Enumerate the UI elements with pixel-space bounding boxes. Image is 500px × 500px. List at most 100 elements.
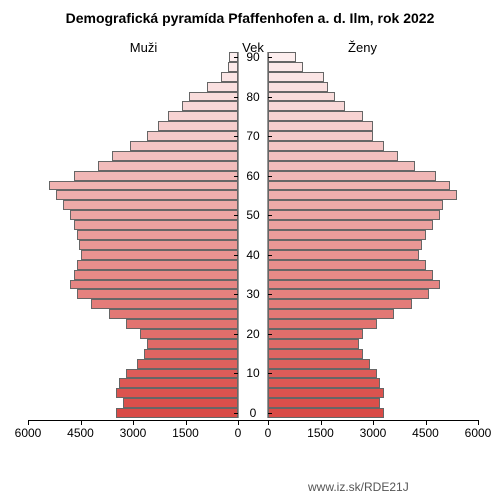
bar-women	[268, 240, 422, 250]
bar-women	[268, 52, 296, 62]
y-tick-label: 0	[250, 406, 257, 420]
x-tick-label: 4500	[412, 426, 439, 440]
x-tick-label: 0	[235, 426, 242, 440]
bar-men	[63, 200, 238, 210]
pyramid-chart: 0102030405060708090015003000450060000150…	[28, 52, 478, 442]
y-tick	[268, 334, 272, 335]
bar-men	[123, 398, 239, 408]
bar-women	[268, 190, 457, 200]
bar-women	[268, 101, 345, 111]
x-tick-label: 3000	[360, 426, 387, 440]
bar-women	[268, 220, 433, 230]
y-tick	[268, 136, 272, 137]
chart-container: Demografická pyramída Pfaffenhofen a. d.…	[0, 0, 500, 500]
bar-men	[109, 309, 239, 319]
bar-women	[268, 141, 384, 151]
bar-men	[79, 240, 238, 250]
bar-women	[268, 260, 426, 270]
bar-women	[268, 388, 384, 398]
y-tick-label: 40	[246, 248, 259, 262]
bar-women	[268, 280, 440, 290]
bar-men	[130, 141, 239, 151]
x-tick	[238, 420, 239, 425]
bar-men	[116, 388, 239, 398]
bar-men	[74, 171, 239, 181]
bar-women	[268, 121, 373, 131]
bar-men	[70, 280, 238, 290]
bar-men	[70, 210, 238, 220]
bar-men	[221, 72, 239, 82]
x-tick	[321, 420, 322, 425]
bar-women	[268, 62, 303, 72]
x-tick	[186, 420, 187, 425]
y-tick-label: 30	[246, 287, 259, 301]
y-tick	[268, 294, 272, 295]
bar-men	[77, 289, 238, 299]
x-tick	[373, 420, 374, 425]
y-tick	[234, 413, 238, 414]
y-tick	[268, 413, 272, 414]
y-tick	[268, 255, 272, 256]
x-tick	[28, 420, 29, 425]
age-axis-box	[238, 52, 268, 418]
bar-men	[228, 62, 239, 72]
x-tick	[133, 420, 134, 425]
bar-women	[268, 329, 363, 339]
y-tick	[234, 215, 238, 216]
bar-women	[268, 378, 380, 388]
bar-men	[74, 270, 239, 280]
bar-men	[77, 230, 238, 240]
bar-men	[182, 101, 238, 111]
bar-women	[268, 250, 419, 260]
bar-men	[147, 131, 238, 141]
x-tick	[478, 420, 479, 425]
bar-men	[91, 299, 238, 309]
bar-men	[126, 369, 238, 379]
bar-men	[81, 250, 239, 260]
y-tick	[268, 373, 272, 374]
bar-women	[268, 72, 324, 82]
bar-women	[268, 181, 450, 191]
bar-men	[77, 260, 238, 270]
bar-women	[268, 299, 412, 309]
bar-women	[268, 408, 384, 418]
bar-women	[268, 92, 335, 102]
bar-men	[126, 319, 238, 329]
bar-men	[119, 378, 238, 388]
bar-women	[268, 398, 380, 408]
x-tick-label: 3000	[120, 426, 147, 440]
bar-men	[56, 190, 238, 200]
y-tick	[268, 97, 272, 98]
bar-women	[268, 339, 359, 349]
bar-women	[268, 131, 373, 141]
x-tick	[81, 420, 82, 425]
y-tick-label: 20	[246, 327, 259, 341]
y-tick	[234, 57, 238, 58]
x-tick-label: 4500	[67, 426, 94, 440]
x-axis-line	[28, 420, 478, 421]
bar-men	[98, 161, 238, 171]
bar-women	[268, 82, 328, 92]
chart-title: Demografická pyramída Pfaffenhofen a. d.…	[0, 10, 500, 26]
y-tick	[234, 176, 238, 177]
y-tick-label: 90	[246, 50, 259, 64]
bar-women	[268, 270, 433, 280]
x-tick-label: 6000	[15, 426, 42, 440]
bar-women	[268, 289, 429, 299]
bar-men	[147, 339, 238, 349]
bar-women	[268, 161, 415, 171]
bar-women	[268, 309, 394, 319]
x-tick	[426, 420, 427, 425]
bar-men	[49, 181, 238, 191]
x-tick-label: 6000	[465, 426, 492, 440]
bar-women	[268, 171, 436, 181]
bar-women	[268, 151, 398, 161]
bar-men	[140, 329, 238, 339]
x-tick-label: 0	[265, 426, 272, 440]
y-tick	[234, 136, 238, 137]
bar-men	[207, 82, 239, 92]
x-tick	[268, 420, 269, 425]
y-tick	[234, 294, 238, 295]
bar-men	[189, 92, 238, 102]
bar-men	[116, 408, 239, 418]
